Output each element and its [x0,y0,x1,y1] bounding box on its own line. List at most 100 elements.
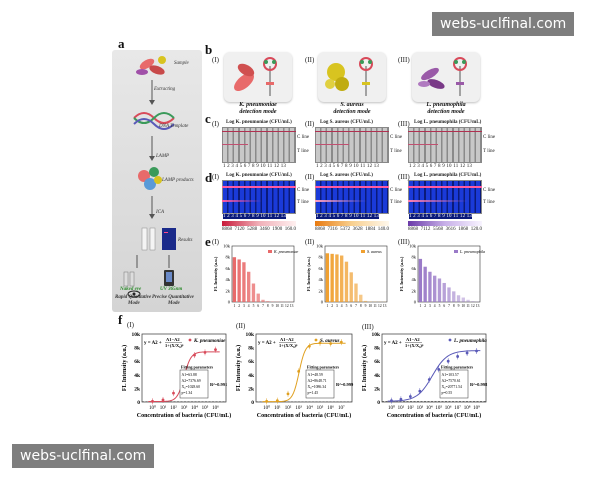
f-param: X₀=20771.54 [442,385,463,389]
e-xtick: 7 [448,304,450,308]
d-t-glow-1 [222,200,262,202]
f-xtick: 10¹ [398,405,405,411]
f-r2: R²=0.999 [336,382,354,387]
f-ytick: 2k [134,386,141,392]
f-legend-dot [314,338,318,342]
e-bar [261,299,265,302]
d-numbers-3: 1 2 3 4 5 6 7 8 9 10 11 12 13 [409,214,473,219]
d-roman-2: (II) [305,173,315,181]
e-xtick: 6 [350,304,352,308]
f-ytick: 6k [374,359,381,365]
f-eq-den: 1+(X/X₀)ᵖ [165,343,184,348]
e-bar [354,283,358,302]
d-t-line-2: T line [390,200,402,205]
f-ytick: 8k [134,346,141,352]
f-param: A1=63.88 [182,373,197,377]
e-ytick: 10k [409,244,417,249]
d-t-line-3: T line [483,200,495,205]
f-param: p=0.55 [442,391,453,395]
c-strips-1 [222,127,296,163]
panel-label-e: e [205,234,211,249]
f-eq-num: A1−A2 [166,337,180,342]
f-point [318,341,322,345]
e-xtick: 8 [360,304,362,308]
e-bar [237,259,241,302]
d-numbers-2: 1 2 3 4 5 6 7 8 9 10 11 12 13 [316,214,380,219]
f-point [172,391,175,395]
f-point [339,340,343,344]
kp-bacteria-icon [234,57,277,96]
f-ylabel: FL Intensity (a.u.) [361,345,368,391]
d-title-1: Log K. pneumoniae (CFU/mL) [226,173,292,178]
f-ytick: 8k [248,346,255,352]
e-bar [456,295,461,302]
f-legend-text: L. pneumophila [453,339,487,344]
e-xtick: 9 [272,304,274,308]
e-legend-swatch [361,250,365,253]
lp-bacteria-icon [418,57,467,96]
mode-card-sa [318,52,386,102]
f-point [265,399,269,403]
f-params-box [439,369,469,399]
f-eq-den: 1+(X/X₀)ᵖ [405,343,424,348]
e-ytick: 4k [226,277,231,282]
c-roman-3: (III) [398,120,410,128]
c-line-mark-3 [408,131,482,132]
f-xtick: 10⁸ [464,405,471,411]
e-legend-swatch [454,250,458,253]
f-point [446,359,450,363]
step-lamp-products: LAMP products [162,178,194,183]
d-c-glow-1 [222,186,296,188]
c-t-line-1: T line [297,149,309,154]
e-xtick: 10 [462,304,466,308]
d-gradient-values-1: 8868 7120 5288 3460 1900 160.0 [222,227,296,232]
f-xtick: 10³ [417,405,424,411]
f-xtick: 10⁰ [263,405,270,411]
e-xtick: 2 [238,304,240,308]
d-c-line-3: C line [483,188,496,193]
precise-mode-l2: Mode [168,301,180,306]
e-bar [466,299,470,302]
e-ytick: 2k [226,288,231,293]
e-bar [363,300,368,302]
f-point [465,351,469,355]
f-xlabel: Concentration of bacteria (CFU/mL) [137,412,231,419]
e-bar [335,254,339,302]
f-param: A1=103.57 [442,373,459,377]
e-ytick: 10k [223,244,231,249]
e-xtick: 5 [253,304,255,308]
f-r2: R²=0.998 [470,382,488,387]
f-r2: R²=0.991 [210,382,228,387]
c-c-line-3: C line [483,135,496,140]
f-xtick: 10⁰ [388,405,395,411]
e-legend-text: L. pneumophila [459,249,485,254]
f-xtick: 10⁷ [454,405,461,411]
step-ica: ICA [156,210,165,215]
e-ytick: 0 [321,300,324,305]
e-bar [428,271,432,302]
panel-label-f: f [118,312,123,327]
e-xtick: 1 [233,304,235,308]
mode-caption-kp: K. pneumoniae detection mode [239,102,277,115]
f-point [297,370,301,373]
f-ytick: 6k [248,359,255,365]
e-xtick: 3 [336,304,338,308]
f-params-title: Fitting parameters [441,365,474,370]
f-point [193,353,196,357]
mode-caption-lp: L. pneumophila detection mode [426,102,466,115]
e-bar [418,258,423,302]
e-bar [423,266,427,302]
panel-label-b: b [205,42,213,57]
f-ytick: 0 [137,400,140,406]
rapid-mode-l1: Rapid Qualitative [115,295,152,300]
f-xtick: 10⁶ [327,405,334,411]
c-c-line-2: C line [390,135,403,140]
b-roman-1: (I) [212,56,219,64]
naked-eye-label: Naked eye [120,287,142,292]
e-xtick: 11 [280,304,284,308]
f-xlabel: Concentration of bacteria (CFU/mL) [387,412,481,419]
f-xtick: 10⁷ [338,405,345,411]
c-numbers-2: 1 2 3 4 5 6 7 8 9 10 11 12 13 [316,164,380,169]
f-point [307,344,311,348]
